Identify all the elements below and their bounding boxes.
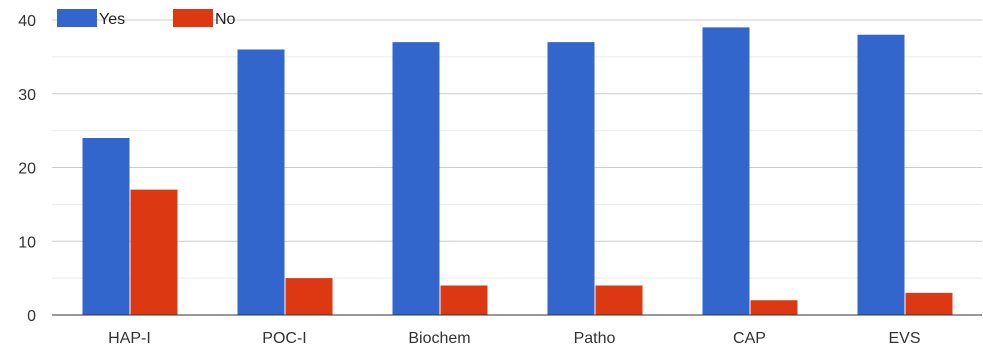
bar-no-hap-i[interactable] xyxy=(130,189,178,315)
legend-label: Yes xyxy=(99,11,125,28)
x-tick-label: Patho xyxy=(574,330,616,347)
y-tick-label: 40 xyxy=(18,13,36,30)
y-tick-label: 20 xyxy=(18,161,36,178)
bar-yes-patho[interactable] xyxy=(547,42,595,315)
legend[interactable]: Yes No xyxy=(57,9,236,28)
x-tick-label: CAP xyxy=(733,330,766,347)
bar-no-poc-i[interactable] xyxy=(285,278,333,315)
legend-item-yes[interactable]: Yes xyxy=(57,9,125,28)
legend-swatch xyxy=(57,9,97,27)
x-tick-labels: HAP-I POC-I Biochem Patho CAP EVS xyxy=(108,330,920,347)
bars xyxy=(82,27,953,316)
gridlines xyxy=(52,19,982,279)
x-tick-label: Biochem xyxy=(408,330,470,347)
y-tick-label: 0 xyxy=(27,308,36,325)
bar-no-patho[interactable] xyxy=(595,285,643,316)
bar-yes-hap-i[interactable] xyxy=(82,138,130,315)
y-tick-labels: 0 10 20 30 40 xyxy=(18,13,36,325)
bar-no-biochem[interactable] xyxy=(440,285,488,316)
bar-no-evs[interactable] xyxy=(905,292,953,315)
bar-yes-poc-i[interactable] xyxy=(237,49,285,316)
legend-label: No xyxy=(215,11,236,28)
bar-no-cap[interactable] xyxy=(750,300,798,315)
bar-yes-biochem[interactable] xyxy=(392,42,440,315)
y-tick-label: 30 xyxy=(18,87,36,104)
legend-swatch xyxy=(173,9,213,27)
y-tick-label: 10 xyxy=(18,234,36,251)
bar-yes-evs[interactable] xyxy=(857,34,905,315)
bar-yes-cap[interactable] xyxy=(702,27,750,315)
legend-item-no[interactable]: No xyxy=(173,9,236,28)
x-tick-label: HAP-I xyxy=(108,330,151,347)
x-tick-label: EVS xyxy=(888,330,920,347)
x-tick-label: POC-I xyxy=(262,330,306,347)
